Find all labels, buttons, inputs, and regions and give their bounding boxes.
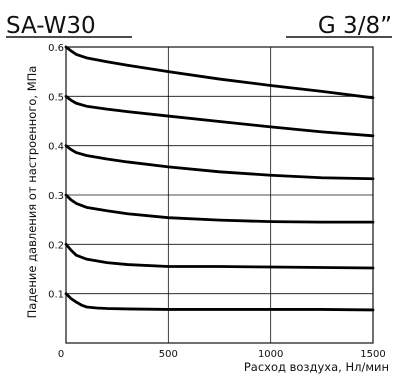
- y-tick-label: 0.2: [48, 240, 64, 251]
- y-axis-label: Падение давления от настроенного, МПа: [25, 66, 39, 319]
- series-line: [64, 292, 375, 312]
- y-tick-label: 0.5: [48, 92, 64, 103]
- x-axis-label: Расход воздуха, Нл/мин: [244, 360, 389, 374]
- series-line: [64, 144, 375, 181]
- chart-title-right: G 3/8”: [318, 13, 392, 39]
- plot-frame: [65, 46, 374, 344]
- chart-title-left: SA-W30: [6, 13, 96, 39]
- y-tick-label: 0.6: [48, 43, 64, 54]
- series-line: [64, 94, 375, 138]
- grid: [66, 47, 373, 343]
- y-tick-label: 0.4: [48, 142, 64, 153]
- series-line: [64, 242, 375, 270]
- x-tick-labels: 0 500 1000 1500: [58, 349, 386, 360]
- series-group: [64, 45, 375, 312]
- y-tick-labels: 0.1 0.2 0.3 0.4 0.5 0.6: [48, 43, 64, 301]
- y-tick-label: 0.1: [48, 290, 64, 301]
- series-line: [64, 45, 375, 100]
- x-tick-label: 0: [58, 349, 64, 360]
- x-tick-label: 1000: [258, 349, 283, 360]
- y-tick-label: 0.3: [48, 191, 64, 202]
- x-tick-label: 500: [159, 349, 178, 360]
- x-tick-label: 1500: [360, 349, 385, 360]
- series-line: [64, 193, 375, 224]
